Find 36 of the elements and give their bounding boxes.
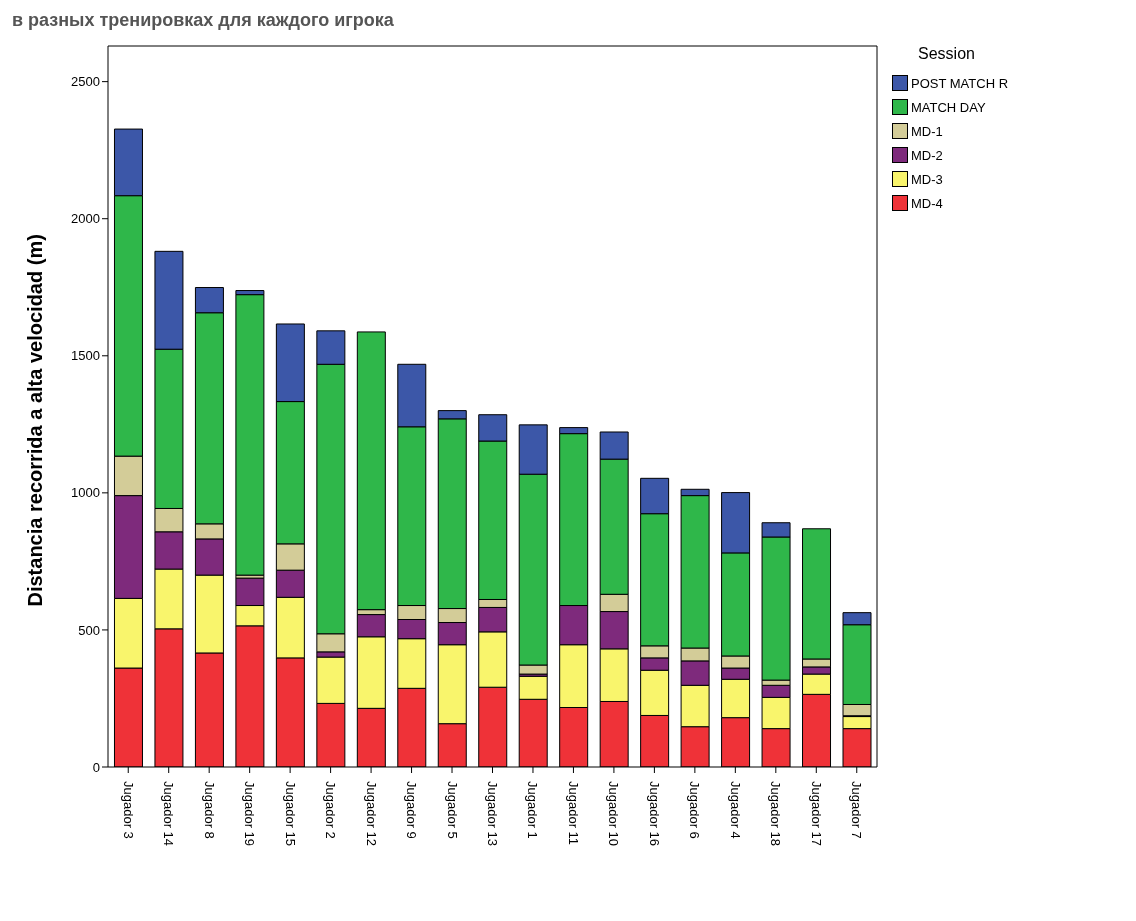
x-tick-label: Jugador 10 [606,781,622,847]
x-tick-label: Jugador 14 [161,781,177,847]
x-tick-label: Jugador 19 [242,781,258,847]
x-tick-label: Jugador 5 [444,781,460,839]
x-tick-label: Jugador 4 [727,781,743,839]
x-tick-label: Jugador 13 [485,781,500,847]
x-tick-label: Jugador 15 [282,781,298,847]
x-tick-label: Jugador 6 [687,781,703,839]
legend-label: POST MATCH R [911,75,1009,91]
x-tick-label: Jugador 1 [525,781,541,839]
bar [356,331,386,611]
legend-label: MD-3 [911,171,943,187]
x-tick-label: Jugador 11 [565,781,581,846]
bar [235,294,265,576]
x-tick-label: Jugador 2 [323,781,339,839]
y-tick-label: 2000 [71,211,100,227]
y-axis-title: Distancia recorrida a alta velocidad (m) [24,234,47,607]
y-tick-label: 1000 [71,485,100,501]
x-tick-label: Jugador 7 [849,781,865,839]
legend-title: Session [917,45,976,63]
x-tick-label: Jugador 18 [768,781,784,847]
chart-title: в разных тренировках для каждого игрока [11,9,395,32]
legend-label: MD-4 [911,195,943,211]
legend-label: MD-1 [911,123,943,139]
legend-label: MATCH DAY [911,99,986,115]
legend-label: MD-2 [911,147,943,163]
x-tick-label: Jugador 16 [646,781,662,847]
y-tick-label: 2500 [71,74,100,90]
x-tick-label: Jugador 3 [120,781,136,839]
x-tick-label: Jugador 8 [201,781,217,839]
x-tick-label: Jugador 9 [404,781,420,839]
y-tick-label: 1500 [71,348,100,364]
y-tick-label: 500 [78,622,100,638]
x-tick-label: Jugador 12 [363,781,379,847]
y-tick-label: 0 [92,759,100,775]
x-tick-label: Jugador 17 [808,781,824,847]
